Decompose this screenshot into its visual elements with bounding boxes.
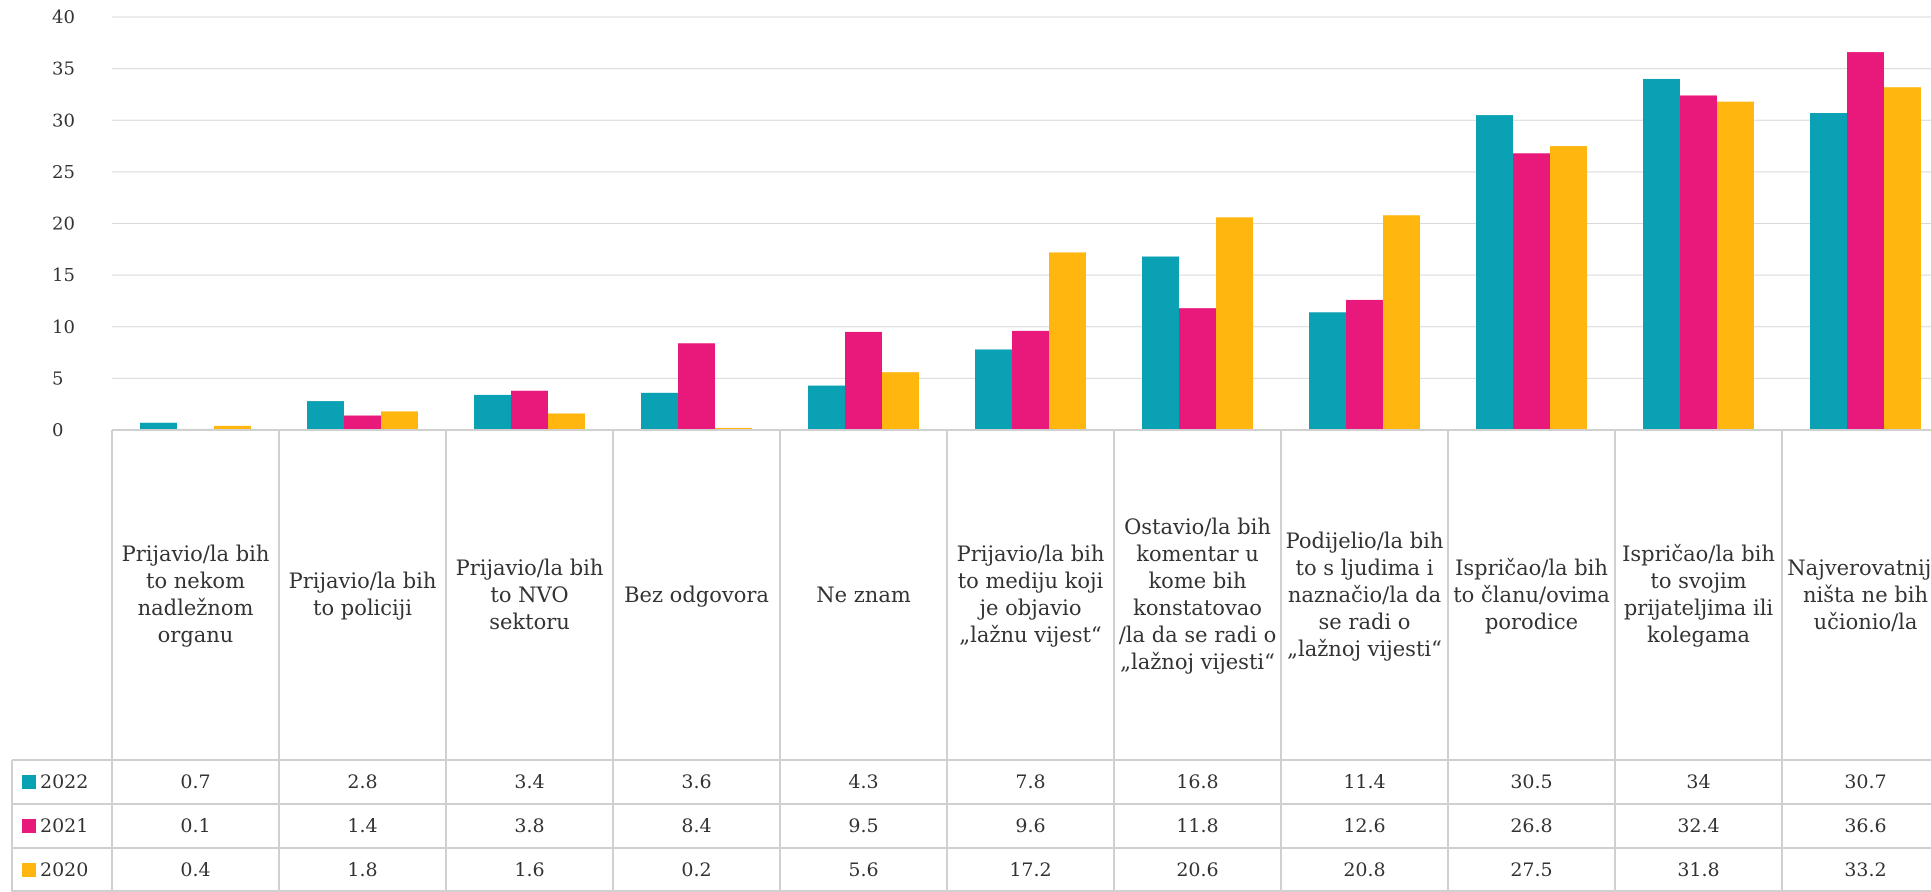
bar-2020-3 [715, 427, 752, 430]
category-label: Bez odgovora [624, 582, 769, 607]
data-label: 11.8 [1176, 815, 1219, 837]
legend-entry-2021: 2021 [12, 804, 112, 848]
data-label: 34 [1686, 771, 1711, 793]
data-label: 20.8 [1343, 859, 1386, 881]
category-label: Ne znam [816, 582, 911, 607]
data-label: 3.8 [514, 815, 545, 837]
bar-2021-10 [1847, 52, 1884, 430]
legend-swatch [22, 819, 36, 833]
bar-2020-7 [1383, 215, 1420, 430]
y-tick-label: 40 [52, 7, 75, 28]
data-label: 12.6 [1343, 815, 1386, 837]
data-label: 30.7 [1844, 771, 1887, 793]
legend-label: 2022 [40, 771, 89, 793]
bar-2021-6 [1179, 308, 1216, 430]
data-label: 32.4 [1677, 815, 1720, 837]
category-label: Podijelio/la bih to s ljudima i naznačio… [1285, 528, 1444, 661]
data-label: 11.4 [1343, 771, 1386, 793]
data-label: 9.6 [1015, 815, 1046, 837]
bar-2020-2 [548, 413, 585, 430]
category-label: Prijavio/la bih to NVO sektoru [455, 555, 604, 634]
data-label: 27.5 [1510, 859, 1553, 881]
bar-2021-5 [1012, 330, 1049, 430]
y-tick-label: 10 [52, 317, 75, 338]
bar-2020-4 [882, 372, 919, 430]
gridlines [112, 16, 1931, 431]
legend-swatch [22, 775, 36, 789]
bar-2022-7 [1309, 312, 1346, 430]
bar-2022-1 [307, 401, 344, 430]
category-label: Prijavio/la bih to policiji [288, 569, 437, 620]
data-label: 8.4 [681, 815, 712, 837]
bar-2022-4 [808, 385, 845, 430]
bar-2022-0 [140, 422, 177, 430]
data-label: 1.6 [514, 859, 545, 881]
legend-entry-2022: 2022 [12, 760, 112, 804]
category-label: Prijavio/la bih to mediju koji je objavi… [956, 542, 1105, 647]
data-label: 36.6 [1844, 815, 1887, 837]
data-label: 5.6 [848, 859, 879, 881]
bars [140, 52, 1921, 431]
data-label: 1.8 [347, 859, 378, 881]
y-tick-label: 0 [52, 420, 63, 441]
bar-2022-3 [641, 392, 678, 430]
data-label: 20.6 [1176, 859, 1219, 881]
legend-label: 2020 [40, 859, 89, 881]
bar-2020-10 [1884, 87, 1921, 431]
bar-2021-7 [1346, 299, 1383, 430]
y-tick-label: 15 [52, 265, 75, 286]
y-tick-label: 20 [52, 214, 75, 235]
data-label: 1.4 [347, 815, 378, 837]
bar-2021-9 [1680, 95, 1717, 430]
bar-2022-10 [1810, 113, 1847, 431]
bar-2022-6 [1142, 256, 1179, 430]
data-label: 33.2 [1844, 859, 1887, 881]
bar-2021-3 [678, 343, 715, 430]
bar-2022-9 [1643, 78, 1680, 430]
bar-2020-9 [1717, 101, 1754, 430]
data-label: 9.5 [848, 815, 879, 837]
data-label: 26.8 [1510, 815, 1553, 837]
bar-2021-1 [344, 415, 381, 430]
bar-2020-0 [214, 425, 251, 430]
data-label: 17.2 [1009, 859, 1052, 881]
data-label: 7.8 [1015, 771, 1046, 793]
bar-2022-5 [975, 349, 1012, 430]
data-label: 0.7 [180, 771, 211, 793]
y-tick-label: 5 [52, 368, 63, 389]
y-tick-label: 30 [52, 110, 75, 131]
bar-2022-2 [474, 394, 511, 430]
data-table-lines [11, 429, 1931, 892]
bar-2022-8 [1476, 115, 1513, 431]
y-tick-label: 25 [52, 162, 75, 183]
bar-2021-2 [511, 390, 548, 430]
data-label: 0.1 [180, 815, 211, 837]
bar-2020-6 [1216, 217, 1253, 430]
bar-2021-8 [1513, 153, 1550, 431]
bar-2020-8 [1550, 146, 1587, 430]
category-label: Ispričao/la bih to svojim prijateljima i… [1622, 542, 1775, 647]
category-label: Prijavio/la bih to nekom nadležnom organ… [121, 542, 270, 647]
y-tick-label: 35 [52, 59, 75, 80]
data-label: 3.6 [681, 771, 712, 793]
category-label: Ostavio/la bih komentar u kome bih konst… [1118, 515, 1277, 674]
data-label: 4.3 [848, 771, 879, 793]
bar-2021-4 [845, 331, 882, 430]
legend-entry-2020: 2020 [12, 848, 112, 892]
data-label: 0.2 [681, 859, 712, 881]
data-label: 30.5 [1510, 771, 1553, 793]
category-label: Ispričao/la bih to članu/ovima porodice [1453, 555, 1610, 634]
category-label: Najverovatnije ništa ne bih učionio/la [1787, 555, 1931, 634]
data-label: 3.4 [514, 771, 545, 793]
data-label: 0.4 [180, 859, 211, 881]
bar-2020-1 [381, 411, 418, 430]
legend-label: 2021 [40, 815, 89, 837]
data-label: 2.8 [347, 771, 378, 793]
y-axis: 0 5 10 15 20 25 30 35 40 [52, 7, 75, 441]
bar-2020-5 [1049, 252, 1086, 430]
data-label: 31.8 [1677, 859, 1720, 881]
legend-swatch [22, 863, 36, 877]
data-label: 16.8 [1176, 771, 1219, 793]
